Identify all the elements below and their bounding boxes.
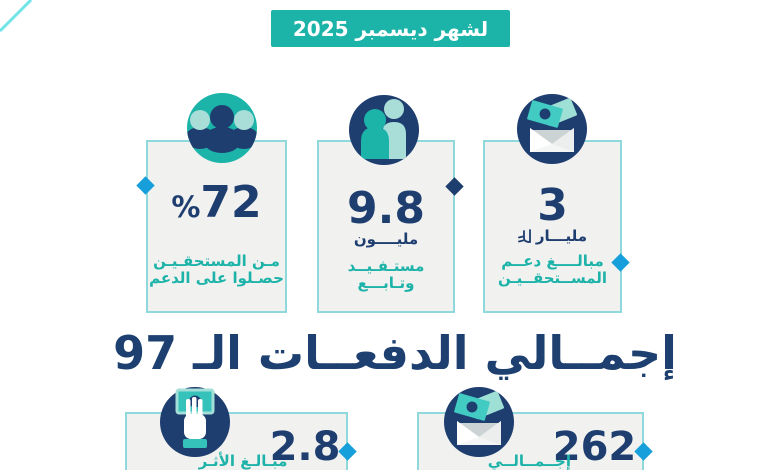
stat-card-beneficiaries (317, 140, 455, 313)
people-group-icon (187, 93, 257, 163)
beneficiaries-label: مستـفـيــد وتـابـــع (347, 257, 425, 293)
eligible-percentage-value: %72 (171, 177, 262, 228)
total-payments-title: إجمــالي الدفعــات الـ 97 (113, 326, 677, 380)
envelope-money-icon (444, 387, 514, 457)
beneficiary-dependent-icon (349, 95, 419, 165)
hand-money-icon (160, 387, 230, 457)
eligible-percentage-label: مـن المستحقـيـن حصـلوا على الدعم (149, 252, 284, 288)
support-amount-value: 3 (537, 180, 568, 231)
support-amount-unit: مليـــار (483, 228, 622, 245)
stat-card-support-amounts (483, 140, 622, 313)
retro-amounts-value: 2.8 (269, 424, 341, 470)
corner-accent-line (0, 0, 33, 33)
total-label: إجــمــالــي (487, 452, 571, 470)
total-value: 262 (552, 424, 637, 470)
stat-card-eligible-percentage (146, 140, 287, 313)
retro-amounts-label: مبـالـغ الأثـر (198, 452, 288, 470)
beneficiaries-value: 9.8 (347, 183, 425, 234)
percent-sign: % (171, 190, 201, 224)
support-amount-label: مبالــــغ دعــم المســتحقــيـن (497, 252, 608, 288)
period-label: لشهر ديسمبر 2025 (292, 16, 489, 41)
envelope-money-icon (517, 94, 587, 164)
beneficiaries-unit: مليــــون (353, 230, 419, 248)
period-badge: لشهر ديسمبر 2025 (271, 10, 510, 47)
saudi-riyal-symbol-icon (518, 229, 531, 243)
